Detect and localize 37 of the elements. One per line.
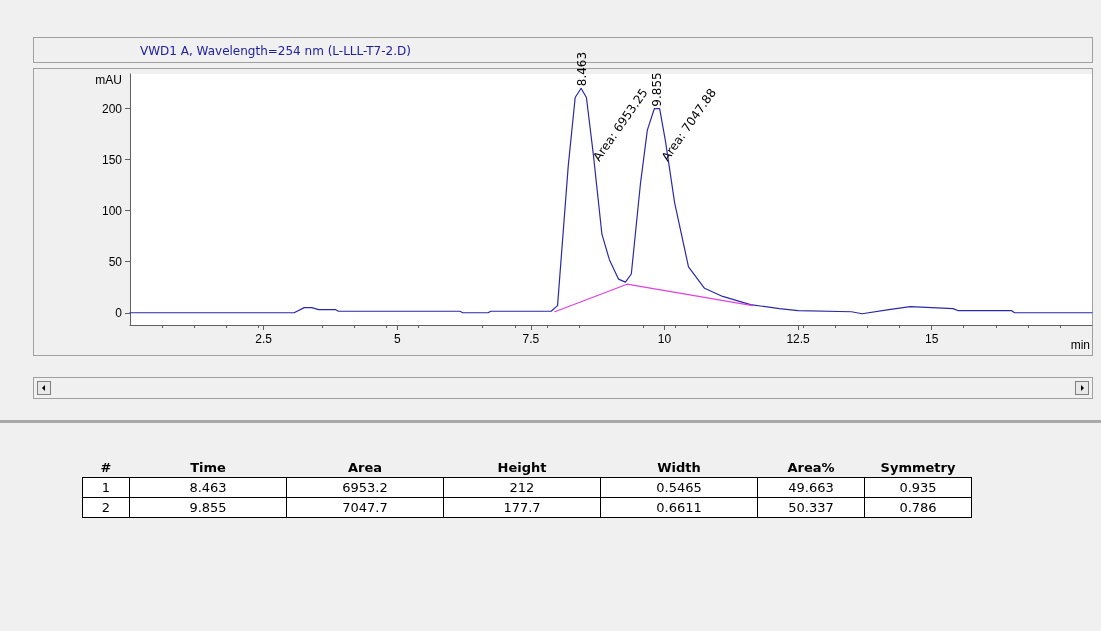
text: 49.663 bbox=[788, 480, 834, 495]
x-tick-label: 10 bbox=[657, 332, 672, 346]
text: 6953.2 bbox=[342, 480, 388, 495]
text: 1 bbox=[101, 480, 111, 495]
category-label: Time bbox=[189, 459, 227, 477]
text: 177.7 bbox=[503, 500, 541, 515]
category-label: # bbox=[99, 459, 113, 477]
y-tick-label: 200 bbox=[101, 101, 123, 116]
annotation: 9.855 bbox=[649, 72, 664, 107]
x-tick-label: 7.5 bbox=[522, 332, 540, 346]
x-tick-label: 5 bbox=[393, 332, 401, 346]
category-label: Area bbox=[346, 459, 384, 477]
text: 50.337 bbox=[788, 500, 834, 515]
annotation: 8.463 bbox=[575, 51, 590, 87]
text: 0.786 bbox=[899, 500, 937, 515]
category-label: Height bbox=[496, 459, 548, 477]
category-label: Area% bbox=[786, 459, 836, 477]
x-tick-label: 15 bbox=[924, 332, 939, 346]
y-tick-label: 150 bbox=[101, 152, 123, 167]
text: 212 bbox=[509, 480, 535, 495]
y-tick-label: 0 bbox=[115, 305, 123, 320]
y-tick-label: 100 bbox=[101, 203, 123, 218]
text: 0.5465 bbox=[656, 480, 702, 495]
text: 2 bbox=[101, 500, 111, 515]
text: 8.463 bbox=[189, 480, 227, 495]
text: 9.855 bbox=[189, 500, 227, 515]
category-label: Width bbox=[656, 459, 702, 477]
chart-title: VWD1 A, Wavelength=254 nm (L-LLL-T7-2.D) bbox=[140, 44, 411, 58]
x-tick-label: 2.5 bbox=[255, 332, 273, 346]
text: 0.935 bbox=[899, 480, 937, 495]
x-axis-title: min bbox=[1070, 338, 1090, 352]
y-tick-label: 50 bbox=[108, 254, 123, 269]
text: 7047.7 bbox=[342, 500, 388, 515]
x-tick-label: 12.5 bbox=[786, 332, 811, 346]
category-label: Symmetry bbox=[879, 459, 957, 477]
text: 0.6611 bbox=[656, 500, 702, 515]
y-axis-title: mAU bbox=[95, 73, 122, 87]
